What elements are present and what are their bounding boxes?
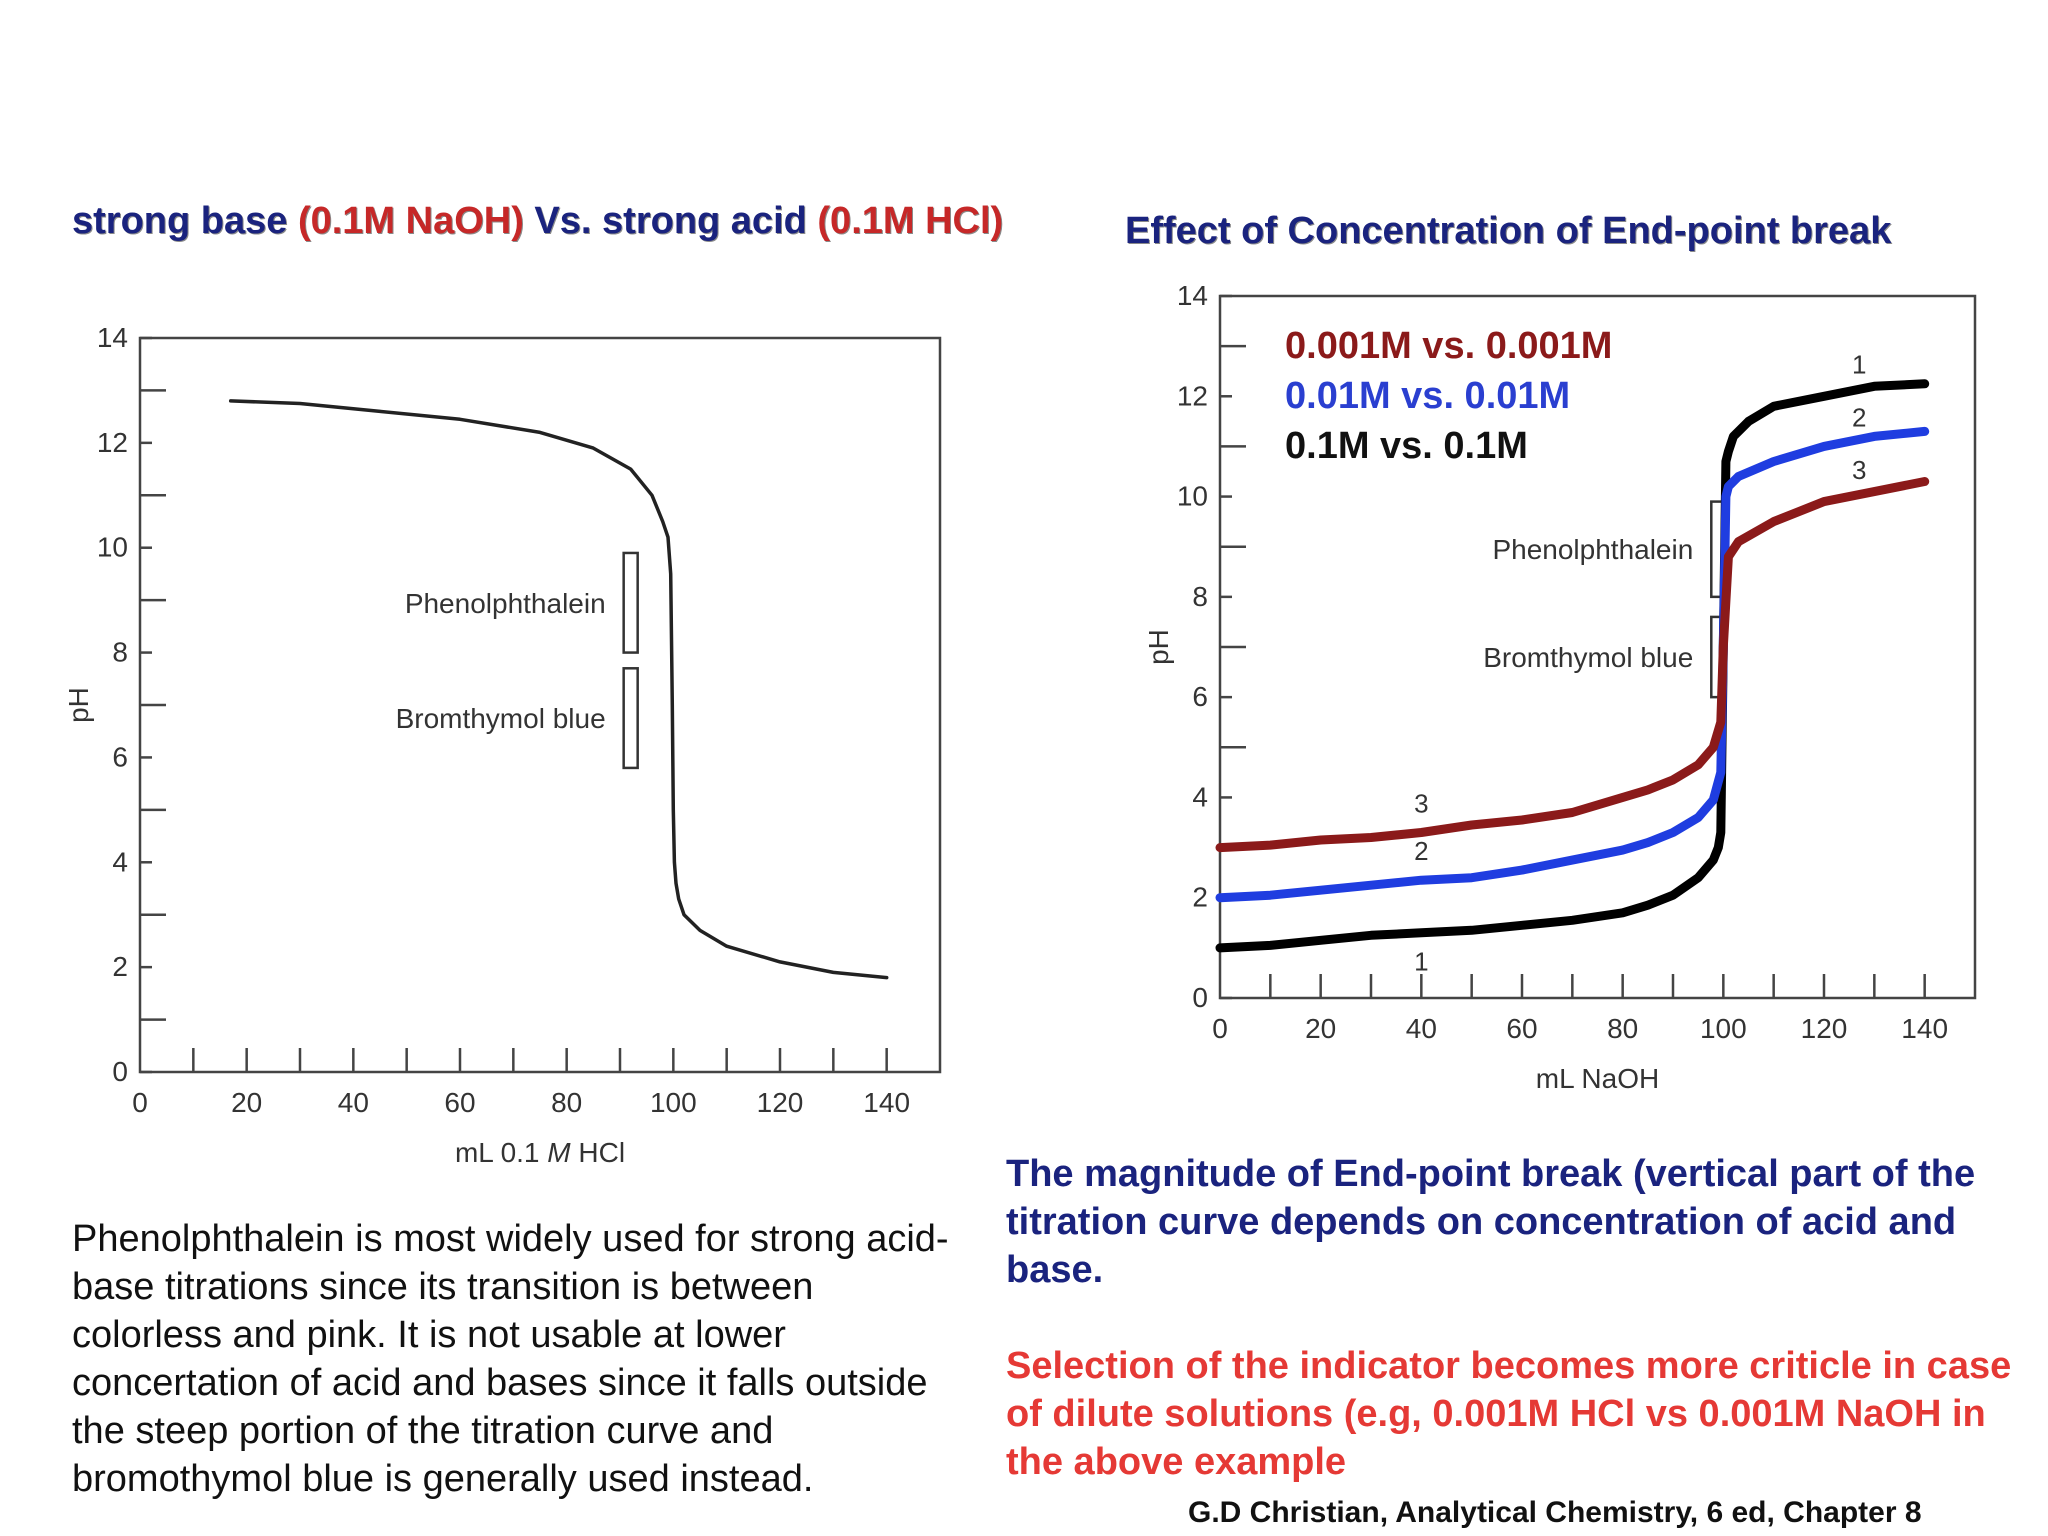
legend-entry: 0.1M vs. 0.1M xyxy=(1285,425,1528,467)
series-line-curve xyxy=(228,399,889,980)
legend-entry: 0.01M vs. 0.01M xyxy=(1285,375,1570,417)
x-tick-label: 100 xyxy=(1700,1013,1747,1044)
indicator-label: Bromthymol blue xyxy=(1483,642,1693,673)
x-tick-label: 40 xyxy=(1406,1013,1437,1044)
title-part-base: strong base xyxy=(72,200,298,242)
y-tick-label: 14 xyxy=(97,322,128,353)
curve-number-label: 3 xyxy=(1414,788,1428,818)
y-tick-label: 10 xyxy=(97,532,128,563)
y-tick-label: 12 xyxy=(1177,380,1208,411)
x-axis-label: mL NaOH xyxy=(1536,1063,1659,1094)
legend-entry: 0.001M vs. 0.001M xyxy=(1285,325,1612,367)
x-tick-label: 20 xyxy=(231,1087,262,1118)
y-tick-label: 10 xyxy=(1177,481,1208,512)
x-tick-label: 40 xyxy=(338,1087,369,1118)
indicator-range-box xyxy=(622,667,639,770)
y-tick-label: 2 xyxy=(112,951,128,982)
x-tick-label: 0 xyxy=(1212,1013,1228,1044)
y-tick-label: 2 xyxy=(1192,882,1208,913)
y-tick-label: 14 xyxy=(1177,280,1208,311)
indicator-selection-note: Selection of the indicator becomes more … xyxy=(1006,1345,2012,1483)
citation: G.D Christian, Analytical Chemistry, 6 e… xyxy=(1188,1496,1922,1529)
indicator-label: Bromthymol blue xyxy=(396,703,606,734)
curve-number-label: 1 xyxy=(1852,350,1866,380)
end-point-note: The magnitude of End-point break (vertic… xyxy=(1006,1153,1976,1291)
x-tick-label: 140 xyxy=(1901,1013,1948,1044)
phenolphthalein-paragraph: Phenolphthalein is most widely used for … xyxy=(72,1218,949,1500)
y-axis-label: pH xyxy=(1143,629,1174,665)
right-chart-title: Effect of Concentration of End-point bre… xyxy=(1125,210,1892,252)
y-axis-label: pH xyxy=(63,687,94,723)
x-tick-label: 120 xyxy=(1801,1013,1848,1044)
y-tick-label: 4 xyxy=(112,846,128,877)
curve-number-label: 1 xyxy=(1414,946,1428,976)
y-tick-label: 6 xyxy=(1192,681,1208,712)
x-tick-label: 120 xyxy=(757,1087,804,1118)
curve-number-label: 2 xyxy=(1414,836,1428,866)
x-tick-label: 80 xyxy=(1607,1013,1638,1044)
indicator-label: Phenolphthalein xyxy=(405,588,606,619)
x-tick-label: 60 xyxy=(1506,1013,1537,1044)
title-part-acid: Vs. strong acid xyxy=(523,200,818,242)
title-part-naoh: (0.1M NaOH) xyxy=(297,200,524,242)
x-tick-label: 80 xyxy=(551,1087,582,1118)
x-tick-label: 140 xyxy=(863,1087,910,1118)
x-tick-label: 100 xyxy=(650,1087,697,1118)
series-line-2 xyxy=(1215,426,1930,903)
title-part-hcl: (0.1M HCl) xyxy=(817,200,1004,242)
x-tick-label: 0 xyxy=(132,1087,148,1118)
left-chart-title: strong base (0.1M NaOH) Vs. strong acid … xyxy=(72,200,1003,243)
x-axis-label: mL 0.1 M HCl xyxy=(455,1137,625,1168)
indicator-range-box xyxy=(622,551,639,654)
series-line-1 xyxy=(1215,379,1930,953)
series-line-3 xyxy=(1215,477,1930,853)
curve-number-label: 2 xyxy=(1852,402,1866,432)
y-tick-label: 12 xyxy=(97,427,128,458)
y-tick-label: 8 xyxy=(1192,581,1208,612)
y-tick-label: 0 xyxy=(1192,982,1208,1013)
y-tick-label: 4 xyxy=(1192,781,1208,812)
y-tick-label: 0 xyxy=(112,1056,128,1087)
x-tick-label: 20 xyxy=(1305,1013,1336,1044)
x-tick-label: 60 xyxy=(444,1087,475,1118)
indicator-label: Phenolphthalein xyxy=(1492,534,1693,565)
y-tick-label: 6 xyxy=(112,741,128,772)
curve-number-label: 3 xyxy=(1852,455,1866,485)
y-tick-label: 8 xyxy=(112,637,128,668)
